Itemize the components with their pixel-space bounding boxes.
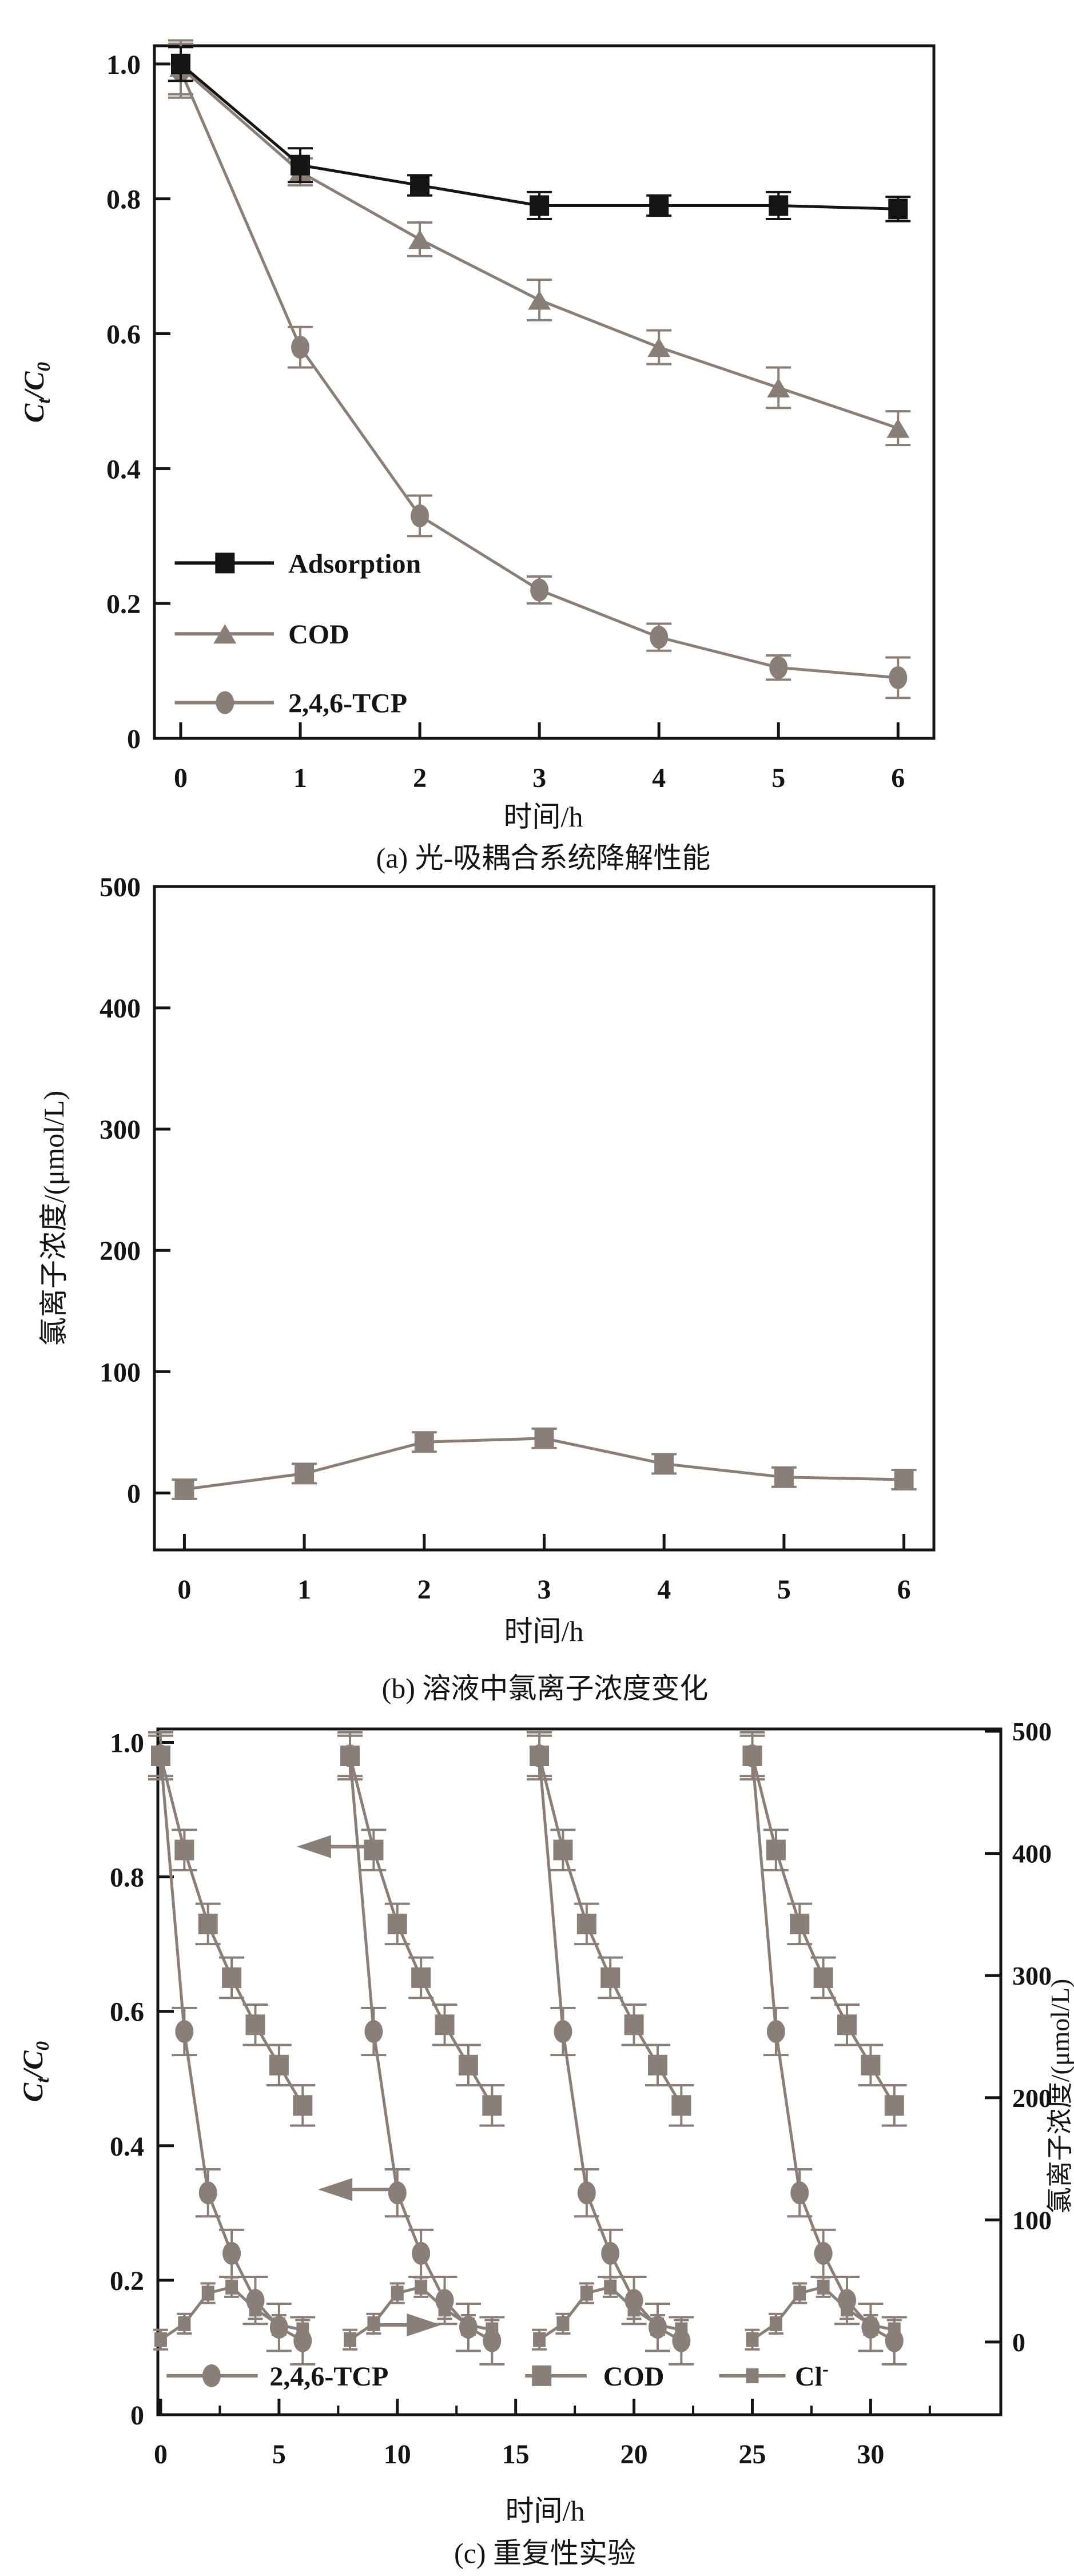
svg-text:6: 6 <box>891 763 905 793</box>
svg-text:200: 200 <box>100 1236 141 1266</box>
svg-text:100: 100 <box>1012 2205 1052 2235</box>
svg-text:5: 5 <box>771 763 785 793</box>
svg-text:2,4,6-TCP: 2,4,6-TCP <box>269 2362 388 2392</box>
svg-text:6: 6 <box>897 1575 911 1605</box>
y-axis-title-c-right: 氯离子浓度/(μmol/L) <box>1045 1978 1074 2214</box>
svg-text:0.8: 0.8 <box>110 1863 144 1893</box>
svg-text:0.8: 0.8 <box>106 185 141 215</box>
svg-text:1: 1 <box>297 1575 311 1605</box>
svg-text:0.2: 0.2 <box>106 589 141 619</box>
svg-text:0: 0 <box>174 763 188 793</box>
svg-text:400: 400 <box>100 993 141 1024</box>
svg-text:30: 30 <box>857 2439 884 2470</box>
svg-text:400: 400 <box>1012 1839 1052 1869</box>
svg-text:COD: COD <box>603 2362 665 2392</box>
svg-text:1.0: 1.0 <box>110 1728 144 1759</box>
svg-text:0: 0 <box>127 1478 141 1509</box>
svg-text:0: 0 <box>127 724 141 754</box>
svg-text:300: 300 <box>100 1115 141 1145</box>
caption-b: (b) 溶液中氯离子浓度变化 <box>381 1672 709 1704</box>
x-axis-title-a: 时间/h <box>503 801 583 833</box>
svg-text:COD: COD <box>288 619 349 650</box>
svg-text:0.4: 0.4 <box>106 454 141 484</box>
caption-c: (c) 重复性实验 <box>454 2537 636 2569</box>
svg-text:4: 4 <box>657 1575 671 1605</box>
series-2,4,6-TCP <box>337 1731 505 2366</box>
svg-text:0.6: 0.6 <box>106 320 141 350</box>
y-axis-title-b: 氯离子浓度/(μmol/L) <box>38 1090 70 1346</box>
svg-text:10: 10 <box>384 2439 411 2470</box>
svg-text:0: 0 <box>154 2439 168 2470</box>
x-axis-title-b: 时间/h <box>504 1615 584 1647</box>
svg-text:25: 25 <box>738 2439 766 2470</box>
series-2,4,6-TCP <box>148 1731 316 2366</box>
svg-text:1: 1 <box>293 763 307 793</box>
svg-text:Adsorption: Adsorption <box>288 548 421 579</box>
svg-text:2: 2 <box>413 763 427 793</box>
svg-text:3: 3 <box>538 1575 551 1605</box>
svg-text:20: 20 <box>620 2439 648 2470</box>
svg-text:15: 15 <box>502 2439 530 2470</box>
svg-text:500: 500 <box>1012 1717 1052 1746</box>
svg-text:2,4,6-TCP: 2,4,6-TCP <box>288 689 407 719</box>
series-2,4,6-TCP <box>527 1731 694 2366</box>
svg-text:0: 0 <box>130 2400 144 2431</box>
svg-text:0: 0 <box>1012 2328 1025 2357</box>
svg-text:5: 5 <box>777 1575 791 1605</box>
y-axis-title-a: Ct/C0 <box>18 361 54 423</box>
series-Adsorption <box>168 46 911 222</box>
caption-a: (a) 光-吸耦合系统降解性能 <box>376 842 711 874</box>
series-2,4,6-TCP <box>739 1731 907 2366</box>
series-氯离子浓度 <box>172 1427 917 1500</box>
svg-text:Cl-: Cl- <box>795 2359 829 2392</box>
chart-a: 0 1 2 3 4 5 6 0 0.2 0.4 0.6 0.8 1.0 Adsorption COD 2,4,… <box>106 39 936 793</box>
svg-text:0.2: 0.2 <box>110 2266 144 2296</box>
svg-text:200: 200 <box>1012 2084 1052 2113</box>
svg-text:4: 4 <box>652 763 666 793</box>
y-axis-title-c-left: Ct/C0 <box>17 2041 53 2102</box>
svg-text:100: 100 <box>100 1357 141 1388</box>
svg-text:0: 0 <box>177 1575 191 1605</box>
chart-b: 0 1 2 3 4 5 6 0 100 200 300 400 500 <box>100 872 936 1605</box>
svg-text:0.4: 0.4 <box>110 2132 144 2162</box>
x-axis-title-c: 时间/h <box>505 2495 585 2527</box>
svg-text:3: 3 <box>532 763 546 793</box>
svg-text:0.6: 0.6 <box>110 1997 144 2028</box>
legend-c: 2,4,6-TCP COD Cl- <box>166 2359 829 2392</box>
svg-text:2: 2 <box>417 1575 431 1605</box>
chart-c: 0 5 10 15 20 25 3000.20.40.60.81.0010020030040… <box>110 1717 1052 2470</box>
svg-text:500: 500 <box>100 872 141 903</box>
svg-text:300: 300 <box>1012 1961 1052 1990</box>
legend-a: Adsorption COD 2,4,6-TCP <box>174 548 421 719</box>
svg-text:5: 5 <box>272 2439 286 2470</box>
svg-text:1.0: 1.0 <box>106 50 141 80</box>
